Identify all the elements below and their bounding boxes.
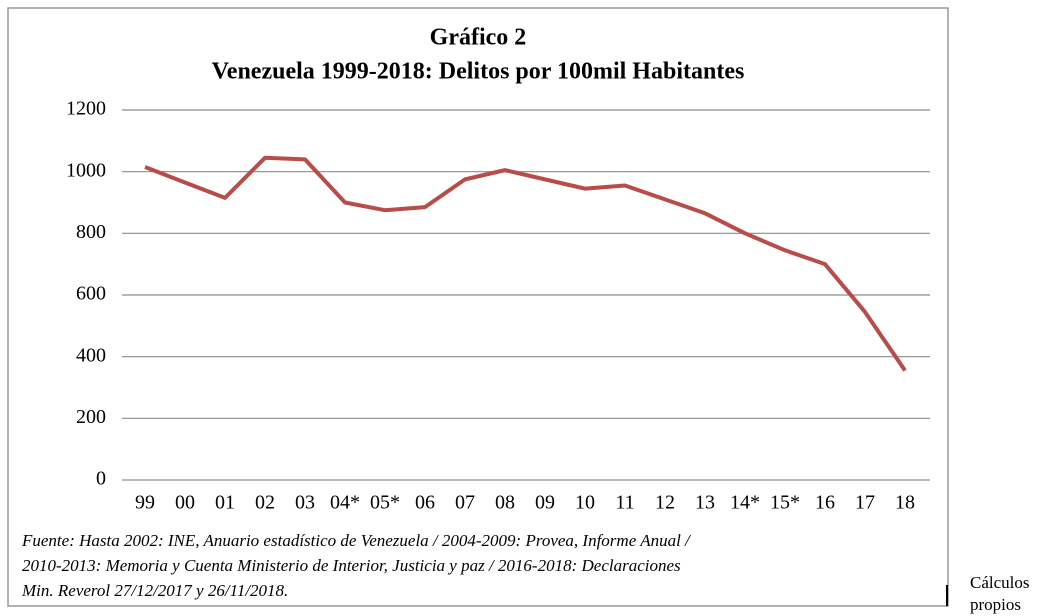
x-tick-label: 18 <box>895 492 915 514</box>
chart-frame <box>7 7 949 607</box>
y-tick-label: 200 <box>76 406 106 428</box>
y-tick-label: 0 <box>96 468 106 490</box>
x-tick-label: 03 <box>295 492 315 514</box>
x-tick-label: 05* <box>370 492 400 514</box>
x-tick-label: 04* <box>330 492 360 514</box>
x-tick-label: 06 <box>415 492 435 514</box>
x-tick-label: 17 <box>855 492 875 514</box>
source-note: Fuente: Hasta 2002: INE, Anuario estadís… <box>21 531 692 550</box>
y-tick-label: 600 <box>76 283 106 305</box>
x-tick-label: 00 <box>175 492 195 514</box>
y-tick-label: 1200 <box>66 98 106 120</box>
x-tick-label: 02 <box>255 492 275 514</box>
side-note: Cálculos <box>970 573 1030 592</box>
y-tick-label: 800 <box>76 221 106 243</box>
chart-title: Venezuela 1999-2018: Delitos por 100mil … <box>212 59 745 85</box>
x-tick-label: 07 <box>455 492 475 514</box>
x-tick-label: 99 <box>135 492 155 514</box>
side-note: propios <box>970 595 1021 614</box>
x-tick-label: 16 <box>815 492 835 514</box>
source-note: Min. Reverol 27/12/2017 y 26/11/2018. <box>21 581 288 600</box>
y-tick-label: 1000 <box>66 159 106 181</box>
x-tick-label: 01 <box>215 492 235 514</box>
x-tick-label: 09 <box>535 492 555 514</box>
data-line <box>144 155 907 372</box>
x-tick-label: 10 <box>575 492 595 514</box>
x-tick-label: 15* <box>770 492 800 514</box>
chart-title: Gráfico 2 <box>430 25 527 51</box>
x-tick-label: 14* <box>730 492 760 514</box>
x-tick-label: 13 <box>695 492 715 514</box>
y-tick-label: 400 <box>76 344 106 366</box>
x-tick-label: 08 <box>495 492 515 514</box>
x-tick-label: 11 <box>615 492 634 514</box>
source-note: 2010-2013: Memoria y Cuenta Ministerio d… <box>22 556 681 575</box>
x-tick-label: 12 <box>655 492 675 514</box>
